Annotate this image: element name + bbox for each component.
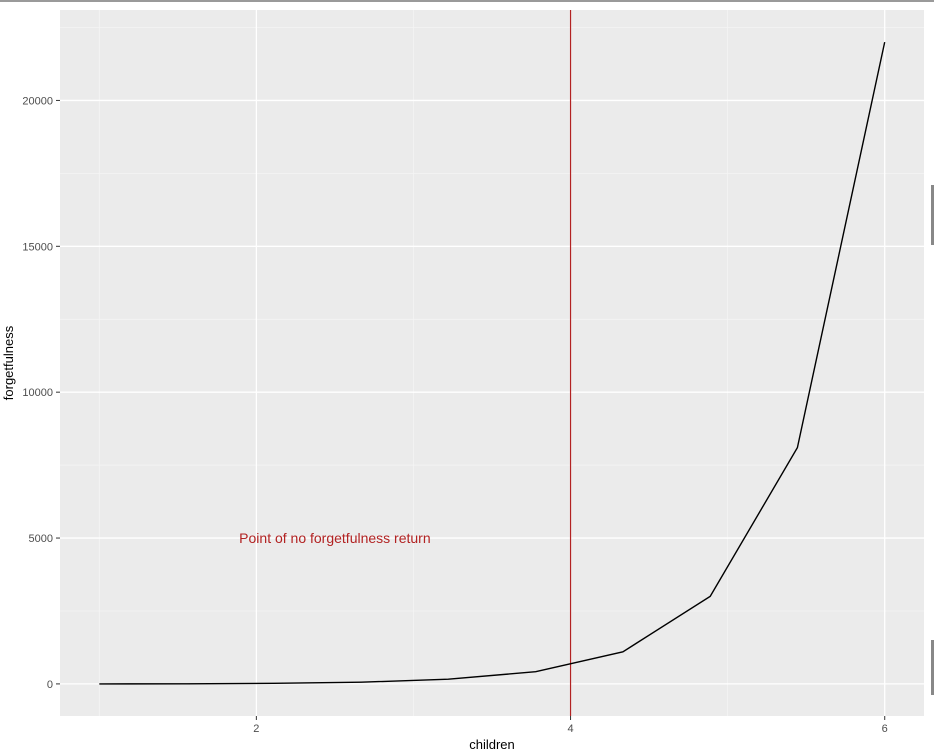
minor-gridlines (60, 10, 924, 716)
y-axis-title: forgetfulness (1, 325, 16, 400)
window-top-border (0, 0, 934, 2)
axis-ticks (56, 99, 886, 720)
window-edge-mark (931, 185, 934, 245)
x-tick-label: 2 (253, 723, 259, 735)
x-axis-title: children (469, 737, 515, 752)
y-tick-label: 20000 (22, 95, 53, 107)
y-tick-label: 5000 (29, 533, 53, 545)
x-tick-label: 6 (882, 723, 888, 735)
series-line (99, 41, 886, 685)
y-tick-label: 0 (47, 679, 53, 691)
annotation-label: Point of no forgetfulness return (239, 530, 430, 546)
y-tick-label: 10000 (22, 387, 53, 399)
plot-panel (60, 10, 924, 716)
window-edge-mark (931, 640, 934, 695)
y-tick-label: 15000 (22, 241, 53, 253)
x-tick-label: 4 (567, 723, 573, 735)
tick-labels: 2 4 6 0 5000 10000 15000 20000 (22, 95, 887, 735)
